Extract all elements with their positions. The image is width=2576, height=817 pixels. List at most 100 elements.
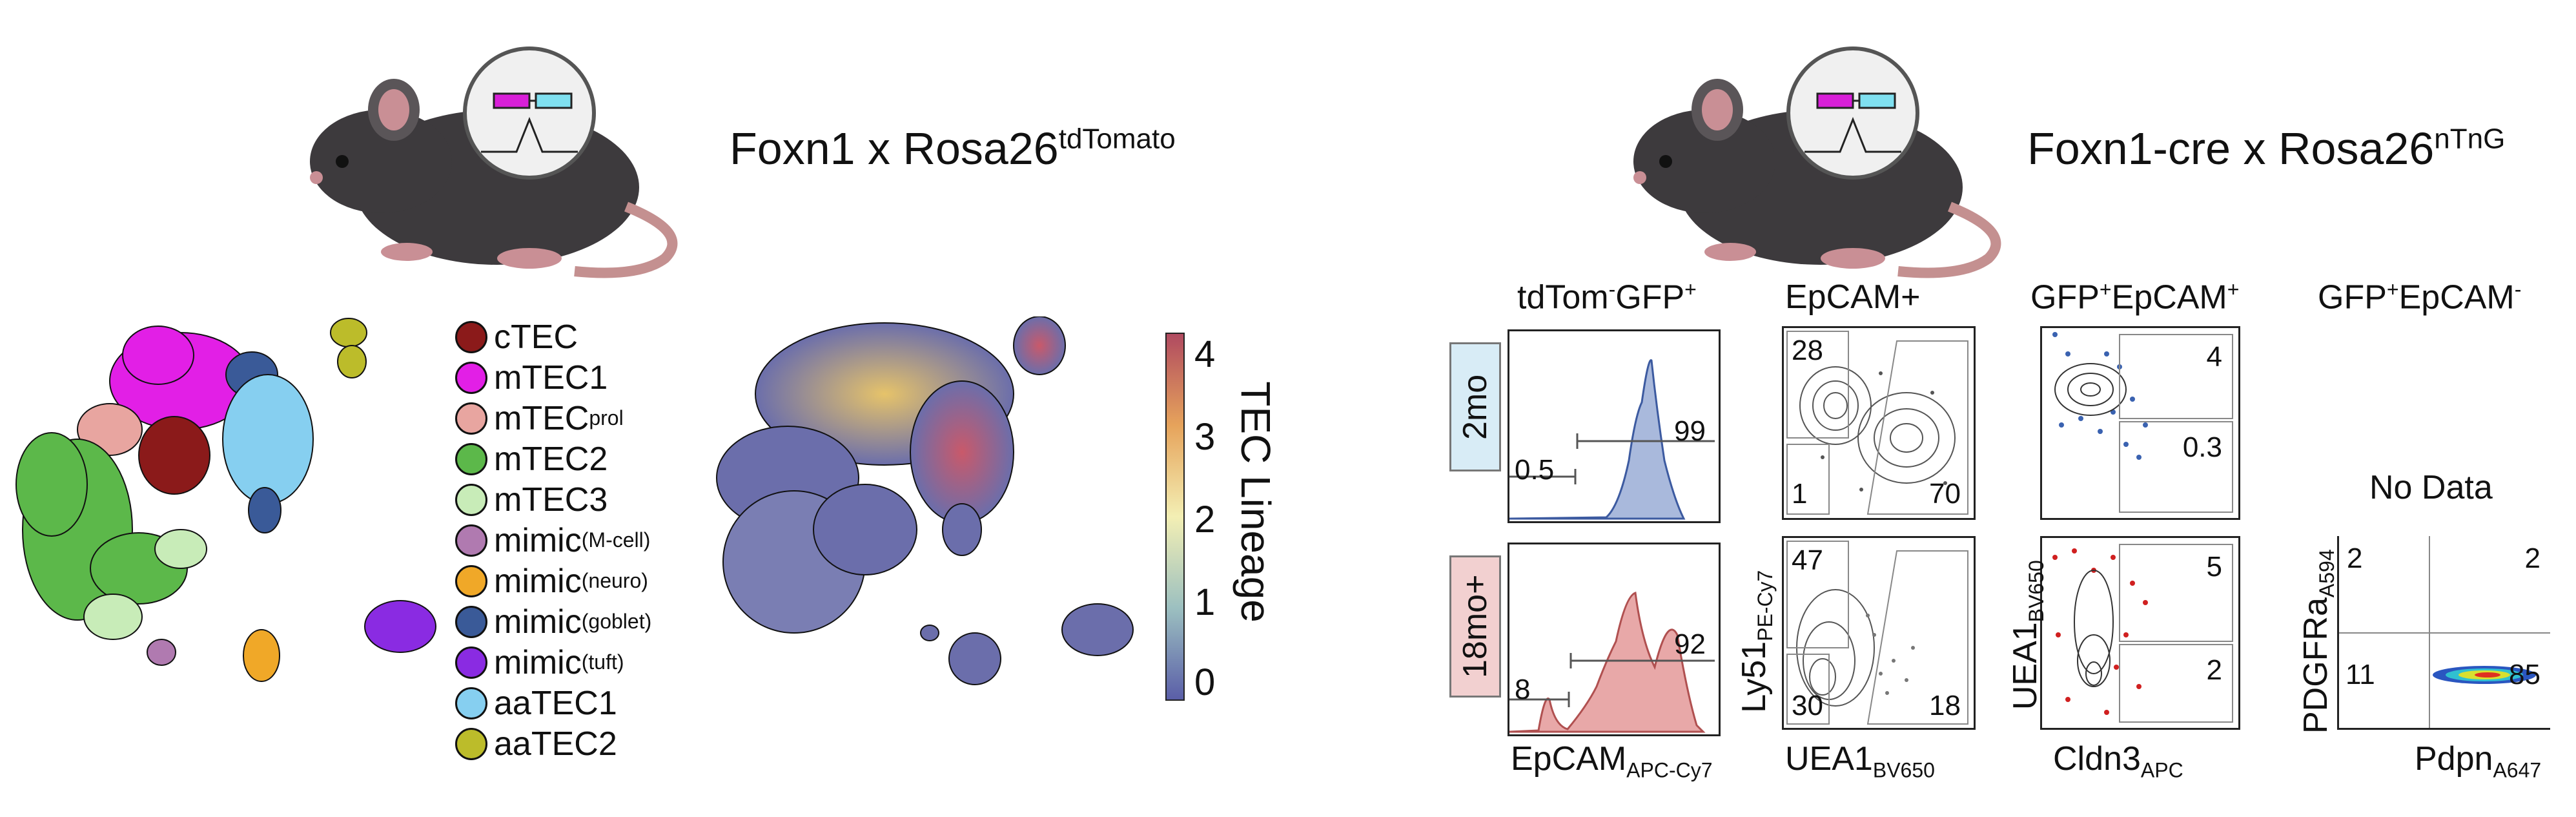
col1-main: tdTom — [1517, 278, 1609, 316]
gate-label: 5 — [2206, 551, 2222, 583]
axis-label-hist-x: EpCAMAPC-Cy7 — [1511, 739, 1713, 782]
col3-sup2: + — [2227, 278, 2240, 301]
legend-item: aaTEC2 — [455, 723, 651, 764]
colorbar-label: TEC Lineage — [1232, 381, 1279, 623]
legend-label: aaTEC1 — [494, 684, 617, 722]
legend-sup: (goblet) — [581, 610, 652, 633]
legend-swatch — [455, 564, 487, 597]
legend-label: mTEC1 — [494, 358, 608, 397]
col4-main2: EpCAM — [2398, 278, 2515, 316]
col3-main2: EpCAM — [2111, 278, 2227, 316]
gate-label: 2 — [2206, 654, 2222, 686]
legend-label: mimic — [494, 521, 582, 559]
gfp-2mo-contour — [2052, 332, 2233, 513]
no-data-label: No Data — [2369, 469, 2493, 506]
col4-sup2: - — [2514, 278, 2522, 301]
gate-label: 8 — [1515, 674, 1531, 705]
axis-main: UEA1 — [1785, 740, 1873, 778]
legend-label: mTEC3 — [494, 481, 608, 519]
title-right-main: Foxn1-cre x Rosa26 — [2027, 123, 2435, 174]
gate-label: 2 — [2347, 543, 2363, 574]
legend-label: mimic — [494, 603, 582, 641]
epcam-plot-18mo: 47 30 18 — [1782, 536, 1976, 730]
legend-item: mTEC2 — [455, 439, 651, 479]
epcam-plot-2mo: 28 1 70 — [1782, 326, 1976, 520]
title-right: Foxn1-cre x Rosa26nTnG — [2027, 123, 2505, 174]
legend-item: mimic (goblet) — [455, 601, 651, 642]
gate-label: 1 — [1792, 478, 1808, 510]
gfp-18mo-contour — [2052, 544, 2233, 723]
legend-swatch — [455, 646, 487, 679]
axis-label-epcam-y: Ly51PE-Cy7 — [1735, 525, 1777, 758]
gate-label: 4 — [2206, 341, 2222, 373]
umap-lineage — [716, 316, 1134, 685]
legend-item: mimic (M-cell) — [455, 520, 651, 561]
gate-label: 70 — [1929, 478, 1961, 510]
mouse-illustration-left — [310, 47, 678, 278]
column-header-4: GFP+EpCAM- — [2318, 278, 2521, 316]
gfp-plot-2mo: 4 0.3 — [2040, 326, 2240, 520]
umap-clusters — [15, 318, 436, 682]
row-tag-18mo: 18mo+ — [1449, 555, 1501, 698]
col1-main2: GFP — [1615, 278, 1685, 316]
legend-item: mTEC prol — [455, 398, 651, 439]
legend-sup: prol — [589, 406, 624, 429]
legend-label: mimic — [494, 562, 582, 600]
legend-swatch — [455, 483, 487, 516]
histogram-2mo-plot — [1509, 359, 1715, 520]
legend-label: mTEC — [494, 399, 589, 437]
axis-sub: A594 — [2315, 549, 2339, 598]
legend-swatch — [455, 402, 487, 435]
colorbar-tick: 3 — [1194, 416, 1216, 458]
col3-sup: + — [2099, 278, 2112, 301]
axis-main: UEA1 — [2006, 622, 2044, 710]
axis-label-gfp-y: UEA1BV650 — [2006, 519, 2049, 751]
gate-label: 0.5 — [1515, 454, 1555, 486]
col1-sup: - — [1608, 278, 1616, 301]
gfp-plot-18mo: 5 2 — [2040, 536, 2240, 730]
gate-label: 28 — [1792, 335, 1823, 366]
column-header-1: tdTom-GFP+ — [1517, 278, 1697, 316]
gate-label: 0.3 — [2182, 431, 2222, 463]
col2-main: EpCAM+ — [1785, 278, 1921, 316]
legend-item: mTEC3 — [455, 479, 651, 520]
axis-label-neg-x: PdpnA647 — [2415, 739, 2541, 782]
gate-label: 2 — [2524, 543, 2540, 574]
legend-swatch — [455, 687, 487, 719]
gate-label: 30 — [1792, 690, 1823, 721]
legend-item: mTEC1 — [455, 357, 651, 398]
legend-sup: (neuro) — [581, 569, 648, 592]
legend-label: mimic — [494, 643, 582, 681]
axis-sub: APC — [2140, 758, 2183, 782]
colorbar-tick: 0 — [1194, 661, 1216, 703]
gfpneg-plot: 2 2 11 85 — [2337, 536, 2550, 730]
col4-sup: + — [2386, 278, 2399, 301]
gate-label: 18 — [1929, 690, 1961, 721]
gate-label: 99 — [1674, 415, 1706, 447]
gfpneg-density — [2339, 536, 2550, 728]
legend-swatch — [455, 605, 487, 638]
legend-label: aaTEC2 — [494, 725, 617, 763]
legend-item: cTEC — [455, 316, 651, 357]
colorbar-tick: 2 — [1194, 499, 1216, 541]
gate-label: 92 — [1674, 628, 1706, 660]
legend-swatch — [455, 361, 487, 394]
histogram-18mo-plot — [1509, 591, 1715, 733]
col3-main: GFP — [2030, 278, 2100, 316]
cluster-legend: cTEC mTEC1 mTEC prol mTEC2 mTEC3 mimic (M-… — [455, 316, 651, 764]
legend-swatch — [455, 727, 487, 760]
axis-sub: BV650 — [2025, 560, 2049, 623]
legend-swatch — [455, 320, 487, 353]
col1-sup2: + — [1684, 278, 1697, 301]
colorbar — [1165, 333, 1185, 701]
column-header-3: GFP+EpCAM+ — [2030, 278, 2239, 316]
legend-item: mimic (neuro) — [455, 561, 651, 601]
row-tag-2mo: 2mo — [1449, 342, 1501, 471]
axis-label-neg-y: PDGFRaA594 — [2296, 519, 2339, 764]
legend-item: mimic (tuft) — [455, 642, 651, 683]
histogram-2mo: 99 0.5 — [1508, 329, 1721, 523]
legend-label: mTEC2 — [494, 440, 608, 478]
column-header-2: EpCAM+ — [1785, 278, 1921, 316]
colorbar-ticks: 4 3 2 1 0 — [1194, 333, 1233, 703]
axis-sub: A647 — [2493, 758, 2542, 782]
